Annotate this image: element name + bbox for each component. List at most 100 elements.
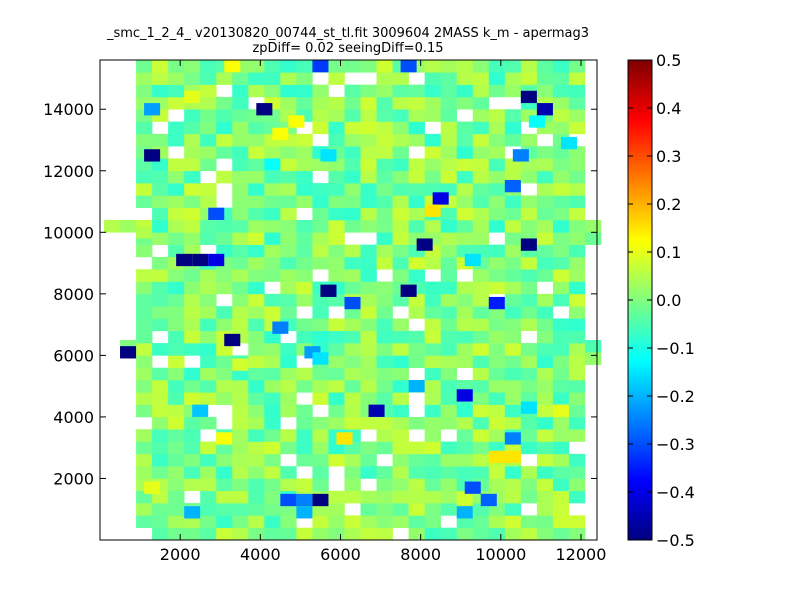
colorbar-segment bbox=[628, 136, 652, 141]
heatmap-cell bbox=[488, 306, 506, 319]
heatmap-cell bbox=[360, 293, 377, 307]
heatmap-cell bbox=[552, 404, 569, 417]
heatmap-cell bbox=[536, 343, 554, 356]
heatmap-cell bbox=[296, 367, 313, 381]
heatmap-cell bbox=[392, 404, 409, 418]
heatmap-cell bbox=[312, 207, 329, 221]
heatmap-cell bbox=[152, 380, 169, 393]
heatmap-cell bbox=[136, 60, 153, 73]
heatmap-cell bbox=[312, 244, 329, 258]
heatmap-cell bbox=[536, 103, 553, 116]
colorbar-segment bbox=[628, 372, 652, 377]
heatmap-cell bbox=[440, 84, 458, 98]
heatmap-cell bbox=[248, 293, 265, 307]
heatmap-cell bbox=[392, 109, 409, 122]
heatmap-cell bbox=[408, 96, 425, 110]
colorbar: −0.5 −0.4 −0.3 −0.2 −0.1 0.0 0.1 0.2 0.3 0.4 0.5 bbox=[627, 51, 695, 550]
heatmap-cell bbox=[488, 60, 506, 73]
heatmap-cell bbox=[552, 60, 570, 73]
colorbar-segment bbox=[628, 500, 652, 505]
heatmap-cell bbox=[152, 318, 169, 332]
colorbar-segment bbox=[628, 168, 652, 173]
heatmap-cell bbox=[376, 207, 393, 221]
heatmap-cell bbox=[152, 453, 169, 467]
heatmap-cell bbox=[232, 72, 249, 85]
heatmap-cell bbox=[248, 72, 265, 85]
heatmap-cell bbox=[568, 404, 586, 418]
heatmap-cell bbox=[344, 318, 361, 332]
colorbar-segment bbox=[628, 512, 652, 517]
heatmap-cell bbox=[232, 306, 249, 319]
heatmap-cell bbox=[184, 466, 201, 479]
colorbar-segment bbox=[628, 180, 652, 185]
heatmap-cell bbox=[464, 253, 481, 267]
heatmap-cell bbox=[264, 60, 281, 73]
heatmap-cell bbox=[416, 238, 433, 251]
heatmap-cell bbox=[472, 306, 490, 319]
heatmap-cell bbox=[360, 84, 377, 98]
heatmap-cell bbox=[248, 195, 265, 208]
heatmap-cell bbox=[552, 466, 570, 479]
heatmap-cell bbox=[328, 72, 345, 85]
heatmap-cell bbox=[408, 293, 425, 307]
heatmap-cell bbox=[472, 207, 490, 221]
heatmap-cell bbox=[424, 527, 441, 541]
colorbar-segment bbox=[628, 452, 652, 457]
heatmap-cell bbox=[552, 170, 570, 184]
heatmap-cell bbox=[168, 416, 185, 430]
heatmap-cell bbox=[528, 115, 545, 128]
heatmap-cell bbox=[360, 146, 377, 159]
colorbar-segment bbox=[628, 160, 652, 165]
heatmap-cell bbox=[392, 429, 409, 442]
heatmap-cell bbox=[296, 84, 313, 98]
colorbar-segment bbox=[628, 188, 652, 193]
heatmap-cell bbox=[424, 466, 441, 479]
heatmap-cell bbox=[216, 121, 233, 135]
heatmap-cell bbox=[456, 207, 474, 221]
heatmap-cell bbox=[360, 355, 377, 368]
heatmap-cell bbox=[408, 109, 425, 122]
heatmap-cell bbox=[568, 207, 586, 221]
heatmap-cell bbox=[232, 220, 249, 233]
heatmap-cell bbox=[264, 170, 281, 184]
heatmap-cell bbox=[440, 490, 458, 504]
heatmap-cell bbox=[392, 318, 409, 332]
heatmap-cell bbox=[488, 429, 506, 442]
heatmap-cell bbox=[536, 158, 554, 172]
heatmap-cell bbox=[152, 490, 169, 504]
heatmap-cell bbox=[264, 404, 281, 418]
heatmap-cell bbox=[184, 60, 201, 73]
heatmap-cell bbox=[168, 195, 185, 208]
heatmap-cell bbox=[472, 121, 490, 135]
heatmap-cell bbox=[376, 281, 393, 295]
heatmap-cell bbox=[520, 527, 538, 541]
heatmap-cell bbox=[568, 269, 586, 282]
heatmap-cell bbox=[392, 72, 409, 85]
heatmap-cell bbox=[440, 441, 458, 455]
heatmap-cell bbox=[344, 195, 361, 208]
heatmap-cell bbox=[568, 416, 586, 430]
heatmap-cell bbox=[328, 404, 345, 418]
heatmap-cell bbox=[208, 253, 225, 267]
heatmap-cell bbox=[344, 330, 361, 344]
heatmap-cell bbox=[264, 367, 281, 381]
heatmap-cell bbox=[440, 72, 458, 85]
colorbar-segment bbox=[628, 304, 652, 309]
heatmap-cell bbox=[568, 96, 586, 110]
heatmap-cell bbox=[360, 170, 377, 184]
heatmap-cell bbox=[472, 466, 490, 479]
colorbar-tick-label: −0.5 bbox=[656, 531, 695, 550]
heatmap-cell bbox=[280, 269, 297, 282]
heatmap-cell bbox=[520, 72, 538, 85]
heatmap-cell bbox=[328, 232, 345, 245]
heatmap-cell bbox=[328, 60, 345, 73]
heatmap-cell bbox=[472, 416, 490, 430]
heatmap-cell bbox=[456, 416, 474, 430]
heatmap-cell bbox=[280, 281, 297, 295]
heatmap-cell bbox=[440, 109, 458, 122]
heatmap-cell bbox=[248, 490, 265, 504]
heatmap-cell bbox=[472, 330, 490, 344]
heatmap-cell bbox=[456, 195, 474, 208]
heatmap-cell bbox=[136, 330, 153, 344]
heatmap-cell bbox=[504, 318, 522, 332]
